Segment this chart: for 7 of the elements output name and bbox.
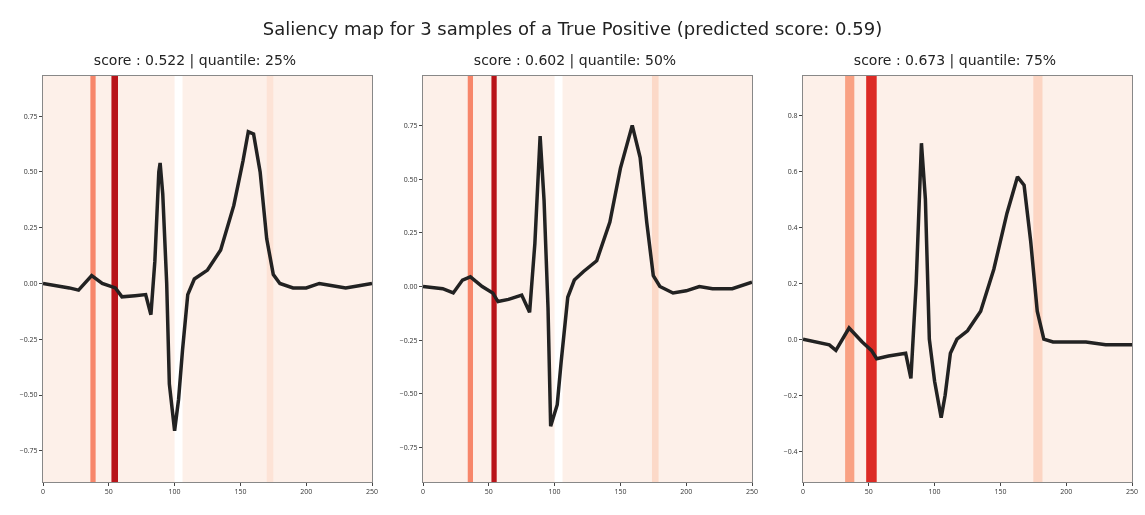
chart-title: score : 0.522 | quantile: 25%: [93, 51, 297, 69]
chart-title: score : 0.673 | quantile: 75%: [853, 51, 1057, 69]
chart-title: score : 0.602 | quantile: 50%: [473, 51, 677, 69]
line-series: [43, 130, 372, 433]
line-series: [803, 141, 1132, 420]
line-series: [423, 123, 752, 428]
text: Saliency map for 3 samples of a True Positive (predicted score: 0.59): [261, 18, 884, 39]
